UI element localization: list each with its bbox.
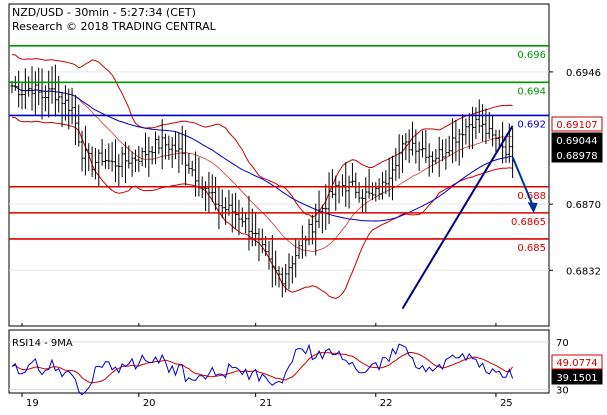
x-tick-label: 22 <box>380 398 393 409</box>
rsi-line <box>11 343 514 396</box>
bollinger-upper <box>11 54 513 218</box>
rsi-tag-box <box>551 369 603 385</box>
price-tag-box <box>551 132 603 148</box>
level-label: 0.688 <box>517 191 546 202</box>
rsi-panel <box>9 341 549 396</box>
price-tag-box <box>551 147 603 163</box>
moving-average-line <box>11 85 513 222</box>
trendline <box>401 125 514 310</box>
level-label: 0.694 <box>517 86 546 97</box>
level-label: 0.6865 <box>511 217 546 228</box>
moving-average <box>11 85 513 222</box>
price-tag: 0.69044 <box>556 136 597 147</box>
rsi-tag-box <box>551 354 603 370</box>
support-resistance-levels: 0.696 0.694 0.692 0.688 0.6865 0.685 <box>9 44 549 254</box>
level-label: 0.696 <box>517 50 546 61</box>
price-tag: 0.68978 <box>556 151 597 162</box>
x-tick-label: 20 <box>143 398 156 409</box>
chart-copyright: Research © 2018 TRADING CENTRAL <box>12 20 217 33</box>
price-tags: 0.69107 0.69044 0.68978 49.0774 39.1501 <box>551 116 603 385</box>
price-tick-label: 0.6946 <box>566 68 601 79</box>
price-tick-label: 0.6870 <box>566 200 601 211</box>
price-bars <box>10 64 515 298</box>
chart-title: NZD/USD - 30min - 5:27:34 (CET) <box>12 6 196 19</box>
rsi-tag: 49.0774 <box>556 358 597 369</box>
level-label: 0.692 <box>517 119 546 130</box>
forecast-arrow-head <box>527 202 538 214</box>
x-tick-label: 25 <box>500 398 513 409</box>
rsi-tick-label: 70 <box>556 338 569 349</box>
price-tag-box <box>551 116 603 132</box>
rsi-tick-label: 30 <box>556 385 569 396</box>
price-tick-label: 0.6832 <box>566 266 601 277</box>
forecast-arrow <box>511 156 538 214</box>
rsi-tag: 39.1501 <box>556 373 597 384</box>
rsi-panel-frame <box>8 329 550 394</box>
forecast-arrow-shaft <box>511 156 534 206</box>
trendline-line <box>401 125 514 310</box>
x-tick-label: 21 <box>260 398 273 409</box>
price-tag: 0.69107 <box>556 120 597 131</box>
x-tick-label: 19 <box>26 398 39 409</box>
rsi-label: RSI14 - 9MA <box>12 338 73 349</box>
level-label: 0.685 <box>517 243 546 254</box>
rsi-ma-line <box>11 352 514 384</box>
axes: 0.6946 0.6870 0.6832 19 20 21 22 25 70 30 <box>21 68 601 409</box>
